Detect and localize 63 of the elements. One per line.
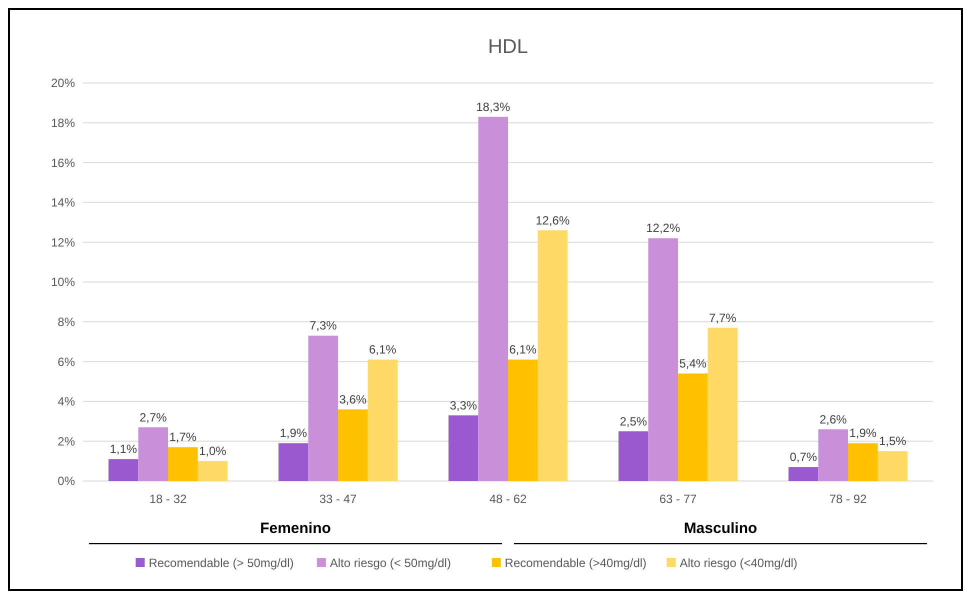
bar — [878, 451, 908, 481]
data-label: 2,7% — [139, 410, 168, 424]
bar — [508, 360, 538, 481]
data-label: 1,1% — [110, 442, 138, 456]
x-tick-label: 63 - 77 — [659, 492, 698, 506]
data-label: 7,3% — [309, 318, 338, 333]
y-tick-label: 0% — [58, 474, 76, 488]
y-tick-label: 2% — [58, 434, 76, 448]
x-tick-label: 18 - 32 — [149, 492, 188, 506]
text: Masculino — [684, 520, 758, 537]
bar — [678, 374, 708, 481]
data-label: 6,1% — [509, 342, 537, 357]
legend-label: Alto riesgo (<40mg/dl) — [680, 556, 798, 570]
bar — [108, 459, 138, 481]
data-label: 1,9% — [280, 426, 308, 440]
y-tick-label: 4% — [58, 394, 76, 409]
data-label: 3,6% — [339, 392, 367, 406]
bar — [788, 467, 818, 481]
y-tick-label: 16% — [50, 156, 76, 170]
bar — [848, 443, 878, 481]
y-tick-label: 20% — [50, 76, 76, 90]
data-label: 1,5% — [878, 434, 907, 448]
y-tick-label: 18% — [50, 116, 76, 130]
bar — [138, 427, 168, 481]
bar — [818, 429, 848, 481]
bar — [538, 230, 568, 481]
bar — [618, 431, 648, 481]
bar — [168, 447, 198, 481]
bar — [198, 461, 228, 481]
y-tick-label: 6% — [58, 354, 76, 369]
bar — [708, 328, 738, 481]
bar — [278, 443, 308, 481]
data-label: 2,5% — [620, 414, 648, 428]
data-label: 1,9% — [849, 426, 877, 440]
x-tick-label: 78 - 92 — [829, 492, 868, 506]
data-label: 2,6% — [819, 412, 848, 426]
data-label: 3,3% — [450, 398, 478, 412]
x-tick-label: 48 - 62 — [489, 492, 528, 506]
text: Femenino — [260, 520, 331, 537]
legend-label: Recomendable (> 50mg/dl) — [148, 556, 294, 570]
data-label: 12,2% — [646, 221, 680, 236]
data-label: 5,4% — [679, 356, 707, 371]
bar — [478, 116, 508, 481]
data-label: 6,1% — [368, 342, 397, 357]
y-tick-label: 8% — [58, 315, 76, 329]
y-tick-label: 10% — [50, 275, 76, 290]
data-label: 12,6% — [536, 213, 570, 228]
bar — [368, 360, 398, 481]
y-tick-label: 12% — [50, 235, 76, 250]
chart-title: HDL — [488, 36, 528, 58]
x-tick-label: 33 - 47 — [319, 492, 358, 506]
data-label: 1,0% — [198, 444, 227, 458]
data-label: 18,3% — [476, 100, 510, 114]
bar — [308, 336, 338, 481]
y-tick-label: 14% — [50, 196, 76, 210]
bar — [648, 238, 678, 481]
data-label: 0,7% — [790, 450, 818, 464]
data-label: 7,7% — [708, 310, 737, 325]
legend-label: Alto riesgo (< 50mg/dl) — [330, 556, 451, 570]
legend-label: Recomendable (>40mg/dl) — [504, 556, 647, 570]
data-label: 1,7% — [169, 430, 197, 444]
bar — [448, 415, 478, 481]
bar — [338, 409, 368, 481]
